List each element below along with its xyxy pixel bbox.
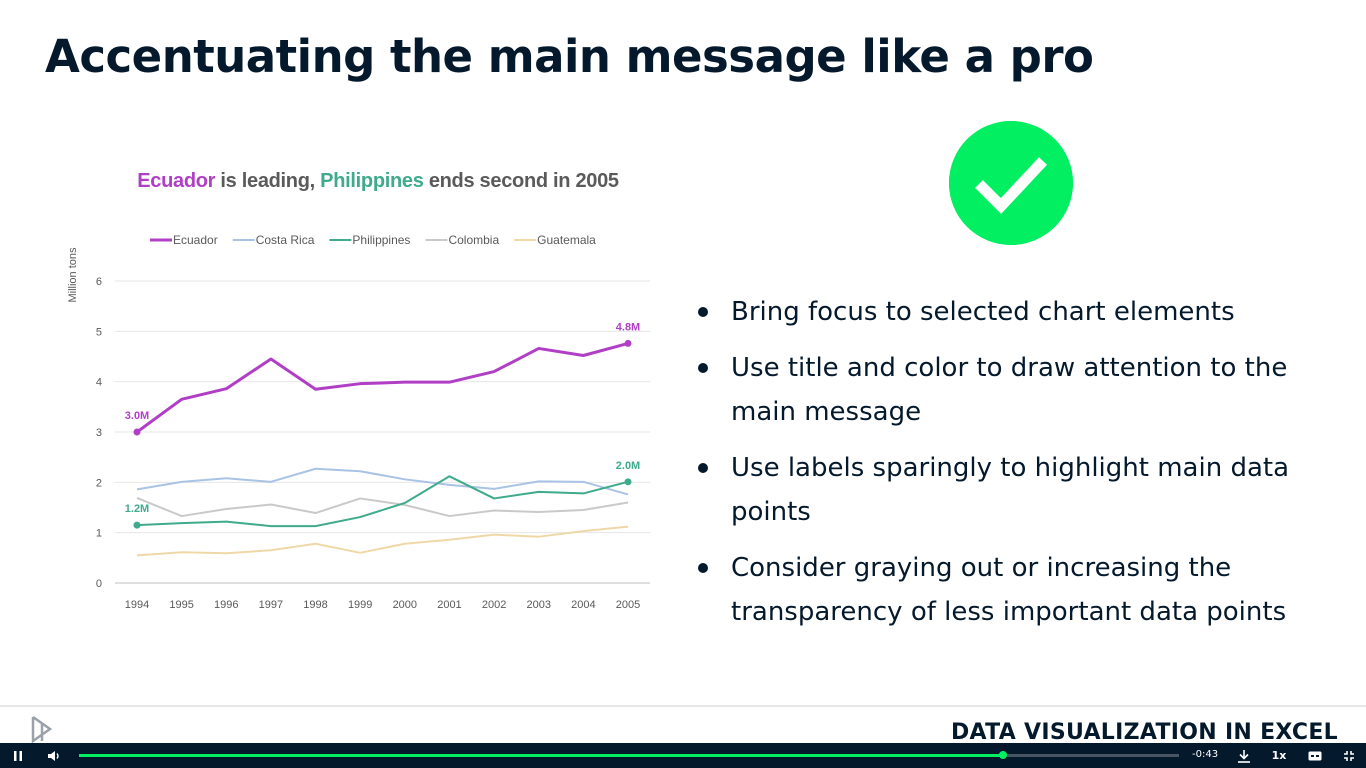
chart-title-ecuador: Ecuador xyxy=(137,170,216,192)
x-tick-label: 1994 xyxy=(125,599,149,611)
volume-icon xyxy=(48,750,59,761)
fullscreen-exit-button[interactable] xyxy=(1338,743,1360,768)
bullet-list: Bring focus to selected chart elements U… xyxy=(696,290,1336,646)
captions-icon xyxy=(1308,751,1322,760)
datacamp-logo-icon xyxy=(31,715,53,743)
progress-bar[interactable] xyxy=(79,751,1179,759)
x-tick-label: 2001 xyxy=(437,599,461,611)
series-line-ecuador xyxy=(136,341,629,434)
x-tick-label: 2002 xyxy=(482,599,506,611)
x-tick-label: 2005 xyxy=(616,599,640,611)
data-label: 2.0M xyxy=(616,460,640,472)
bullet-item: Bring focus to selected chart elements xyxy=(696,290,1336,334)
chart-title-end: ends second in 2005 xyxy=(423,170,619,192)
data-point-marker xyxy=(624,339,632,347)
y-tick-label: 0 xyxy=(96,578,102,590)
footer-divider xyxy=(0,705,1366,707)
chart-title: Ecuador is leading, Philippines ends sec… xyxy=(0,170,756,193)
course-title: DATA VISUALIZATION IN EXCEL xyxy=(950,720,1338,744)
playback-speed-button[interactable]: 1x xyxy=(1268,743,1290,768)
bullet-item: Use labels sparingly to highlight main d… xyxy=(696,446,1336,534)
series-line-philippines xyxy=(136,475,629,528)
y-axis-label: Million tons xyxy=(67,247,79,303)
pause-button[interactable] xyxy=(6,743,30,768)
y-tick-label: 1 xyxy=(96,528,102,540)
series-line-colombia xyxy=(136,497,629,518)
x-tick-label: 1996 xyxy=(214,599,238,611)
checkmark-circle-icon xyxy=(949,121,1073,245)
legend-item-label: Philippines xyxy=(352,233,410,247)
y-tick-label: 5 xyxy=(96,326,102,338)
data-point-marker xyxy=(133,428,141,436)
slide-title: Accentuating the main message like a pro xyxy=(45,30,1094,83)
time-remaining: -0:43 xyxy=(1192,749,1219,760)
data-point-marker xyxy=(624,478,632,486)
y-tick-label: 6 xyxy=(96,276,102,288)
x-tick-label: 1995 xyxy=(169,599,193,611)
data-label: 4.8M xyxy=(616,321,640,333)
data-label: 1.2M xyxy=(125,503,149,515)
bullet-item: Use title and color to draw attention to… xyxy=(696,346,1336,434)
checkmark-icon xyxy=(949,121,1073,245)
playback-speed: 1x xyxy=(1271,749,1287,762)
chart-title-philippines: Philippines xyxy=(320,170,424,192)
legend-item-label: Colombia xyxy=(448,233,499,247)
x-tick-label: 1999 xyxy=(348,599,372,611)
y-tick-label: 4 xyxy=(96,377,102,389)
download-icon xyxy=(1238,749,1250,763)
series-line-costa-rica xyxy=(136,467,629,496)
line-chart: 0 1 2 3 4 5 6 Million tons 1994 1995 1996 1997 1998 1… xyxy=(67,233,650,611)
y-tick-label: 3 xyxy=(96,427,102,439)
x-tick-label: 1998 xyxy=(303,599,327,611)
series-line-guatemala xyxy=(136,525,629,557)
legend-item-label: Ecuador xyxy=(173,233,218,247)
datacamp-logo: datacamp xyxy=(30,715,64,743)
x-tick-label: 2004 xyxy=(571,599,595,611)
fullscreen-exit-icon xyxy=(1344,750,1354,761)
chart-title-mid: is leading, xyxy=(215,170,321,192)
bullet-item: Consider graying out or increasing the t… xyxy=(696,546,1336,634)
progress-handle[interactable] xyxy=(999,751,1007,759)
download-button[interactable] xyxy=(1234,743,1254,768)
progress-fill xyxy=(79,754,1003,757)
x-tick-label: 2003 xyxy=(526,599,550,611)
legend-item-label: Guatemala xyxy=(537,233,596,247)
x-tick-label: 1997 xyxy=(259,599,283,611)
captions-button[interactable] xyxy=(1304,743,1326,768)
pause-icon xyxy=(14,750,22,761)
volume-button[interactable] xyxy=(42,743,66,768)
data-label: 3.0M xyxy=(125,410,149,422)
data-point-marker xyxy=(133,521,141,529)
video-player-bar: -0:43 1x xyxy=(0,743,1366,768)
y-tick-label: 2 xyxy=(96,477,102,489)
legend-item-label: Costa Rica xyxy=(256,233,315,247)
x-tick-label: 2000 xyxy=(393,599,417,611)
